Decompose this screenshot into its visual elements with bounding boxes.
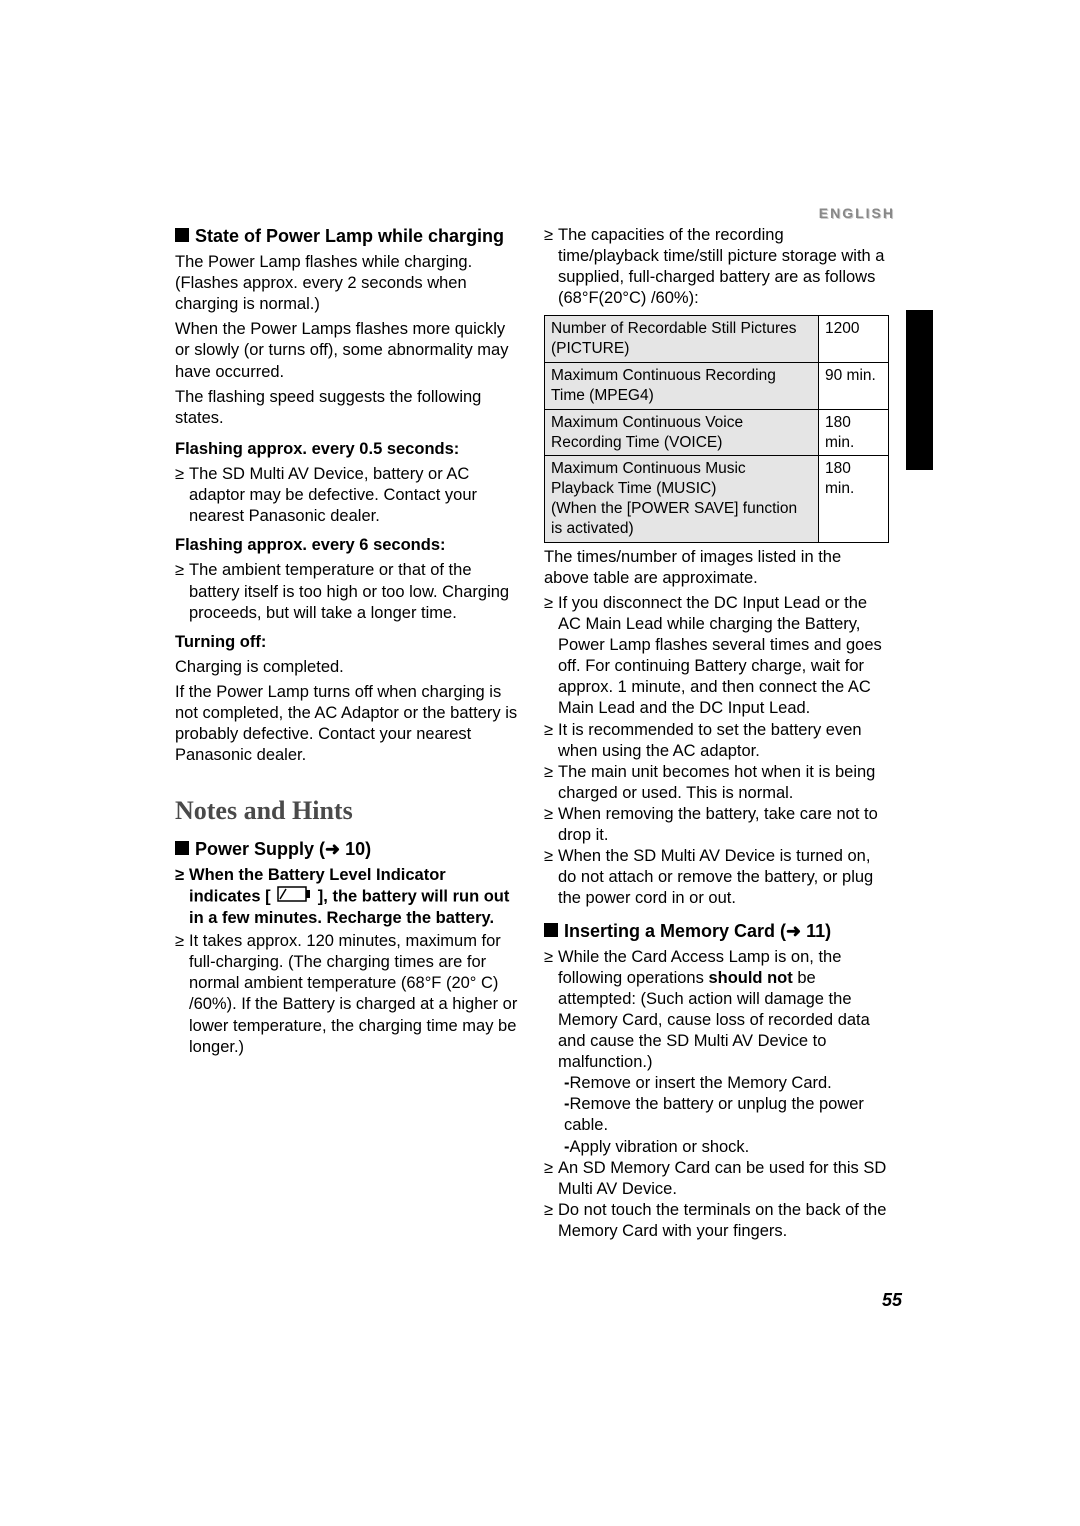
square-bullet-icon xyxy=(175,841,189,855)
bullet-item: ≥Do not touch the terminals on the back … xyxy=(544,1200,889,1242)
bullet-text: The ambient temperature or that of the b… xyxy=(189,560,520,623)
bullet-text: When removing the battery, take care not… xyxy=(558,804,889,846)
bullet-text: The capacities of the recording time/pla… xyxy=(558,225,889,309)
dash-text: Apply vibration or shock. xyxy=(570,1138,750,1156)
content-columns: State of Power Lamp while charging The P… xyxy=(175,225,905,1242)
left-column: State of Power Lamp while charging The P… xyxy=(175,225,520,1242)
dash-item: -Remove the battery or unplug the power … xyxy=(544,1094,889,1136)
text-bold: should not xyxy=(708,969,792,987)
heading-text: State of Power Lamp while charging xyxy=(195,225,504,248)
bullet-icon: ≥ xyxy=(544,804,558,846)
bullet-icon: ≥ xyxy=(175,464,189,527)
sub-heading: Flashing approx. every 0.5 seconds: xyxy=(175,439,520,460)
bullet-item: ≥ It takes approx. 120 minutes, maximum … xyxy=(175,931,520,1058)
section-title-notes: Notes and Hints xyxy=(175,794,520,827)
table-row: Maximum Continuous Voice Recording Time … xyxy=(545,409,889,456)
sub-heading: Turning off: xyxy=(175,632,520,653)
bullet-item: ≥ The capacities of the recording time/p… xyxy=(544,225,889,309)
paragraph: Charging is completed. xyxy=(175,657,520,678)
bullet-text: While the Card Access Lamp is on, the fo… xyxy=(558,947,889,1074)
bullet-icon: ≥ xyxy=(544,1158,558,1200)
bullet-text: The SD Multi AV Device, battery or AC ad… xyxy=(189,464,520,527)
sub-heading: Flashing approx. every 6 seconds: xyxy=(175,535,520,556)
bullet-text: Do not touch the terminals on the back o… xyxy=(558,1200,889,1242)
right-column: ≥ The capacities of the recording time/p… xyxy=(544,225,889,1242)
bullet-icon: ≥ xyxy=(544,225,558,309)
bullet-icon: ≥ xyxy=(544,846,558,909)
bullet-icon: ≥ xyxy=(175,865,189,929)
section-heading-memory-card: Inserting a Memory Card (➜ 11) xyxy=(544,920,889,943)
bullet-item: ≥ While the Card Access Lamp is on, the … xyxy=(544,947,889,1074)
battery-low-icon xyxy=(277,886,311,908)
side-tab xyxy=(906,310,933,470)
page-number: 55 xyxy=(882,1290,902,1311)
bullet-text: It is recommended to set the battery eve… xyxy=(558,720,889,762)
table-row: Maximum Continuous Music Playback Time (… xyxy=(545,456,889,542)
spec-value: 180 min. xyxy=(819,409,889,456)
bullet-text: When the Battery Level Indicator indicat… xyxy=(189,865,520,929)
dash-item: -Remove or insert the Memory Card. xyxy=(544,1073,889,1094)
dash-text: Remove or insert the Memory Card. xyxy=(570,1074,832,1092)
dash-text: Remove the battery or unplug the power c… xyxy=(564,1095,864,1134)
spec-label: Maximum Continuous Recording Time (MPEG4… xyxy=(545,363,819,410)
bullet-icon: ≥ xyxy=(544,593,558,720)
bullet-text: An SD Memory Card can be used for this S… xyxy=(558,1158,889,1200)
bullet-text: If you disconnect the DC Input Lead or t… xyxy=(558,593,889,720)
dash-item: -Apply vibration or shock. xyxy=(544,1137,889,1158)
bullet-icon: ≥ xyxy=(544,762,558,804)
heading-text: Power Supply (➜ 10) xyxy=(195,838,371,861)
section-heading-power-lamp: State of Power Lamp while charging xyxy=(175,225,520,248)
spec-label: Number of Recordable Still Pictures (PIC… xyxy=(545,316,819,363)
spec-value: 1200 xyxy=(819,316,889,363)
paragraph: When the Power Lamps flashes more quickl… xyxy=(175,319,520,382)
paragraph: The flashing speed suggests the followin… xyxy=(175,387,520,429)
bullet-item: ≥It is recommended to set the battery ev… xyxy=(544,720,889,762)
section-heading-power-supply: Power Supply (➜ 10) xyxy=(175,838,520,861)
bullet-item: ≥An SD Memory Card can be used for this … xyxy=(544,1158,889,1200)
bullet-icon: ≥ xyxy=(544,947,558,1074)
table-row: Maximum Continuous Recording Time (MPEG4… xyxy=(545,363,889,410)
spec-value: 180 min. xyxy=(819,456,889,542)
table-row: Number of Recordable Still Pictures (PIC… xyxy=(545,316,889,363)
spec-label: Maximum Continuous Music Playback Time (… xyxy=(545,456,819,542)
bullet-item: ≥If you disconnect the DC Input Lead or … xyxy=(544,593,889,720)
paragraph: The times/number of images listed in the… xyxy=(544,547,889,589)
bullet-icon: ≥ xyxy=(544,1200,558,1242)
bullet-item: ≥When removing the battery, take care no… xyxy=(544,804,889,846)
heading-text: Inserting a Memory Card (➜ 11) xyxy=(564,920,831,943)
bullet-text: It takes approx. 120 minutes, maximum fo… xyxy=(189,931,520,1058)
spec-table: Number of Recordable Still Pictures (PIC… xyxy=(544,315,889,542)
bullet-item: ≥When the SD Multi AV Device is turned o… xyxy=(544,846,889,909)
square-bullet-icon xyxy=(175,228,189,242)
spec-label: Maximum Continuous Voice Recording Time … xyxy=(545,409,819,456)
bullet-icon: ≥ xyxy=(175,931,189,1058)
bullet-text: When the SD Multi AV Device is turned on… xyxy=(558,846,889,909)
language-tag: ENGLISH xyxy=(819,205,895,221)
paragraph: The Power Lamp flashes while charging. (… xyxy=(175,252,520,315)
bullet-icon: ≥ xyxy=(544,720,558,762)
paragraph: If the Power Lamp turns off when chargin… xyxy=(175,682,520,766)
bullet-item: ≥ The ambient temperature or that of the… xyxy=(175,560,520,623)
bullet-item: ≥ When the Battery Level Indicator indic… xyxy=(175,865,520,929)
bullet-item: ≥The main unit becomes hot when it is be… xyxy=(544,762,889,804)
bullet-item: ≥ The SD Multi AV Device, battery or AC … xyxy=(175,464,520,527)
spec-value: 90 min. xyxy=(819,363,889,410)
bullet-text: The main unit becomes hot when it is bei… xyxy=(558,762,889,804)
bullet-icon: ≥ xyxy=(175,560,189,623)
square-bullet-icon xyxy=(544,923,558,937)
